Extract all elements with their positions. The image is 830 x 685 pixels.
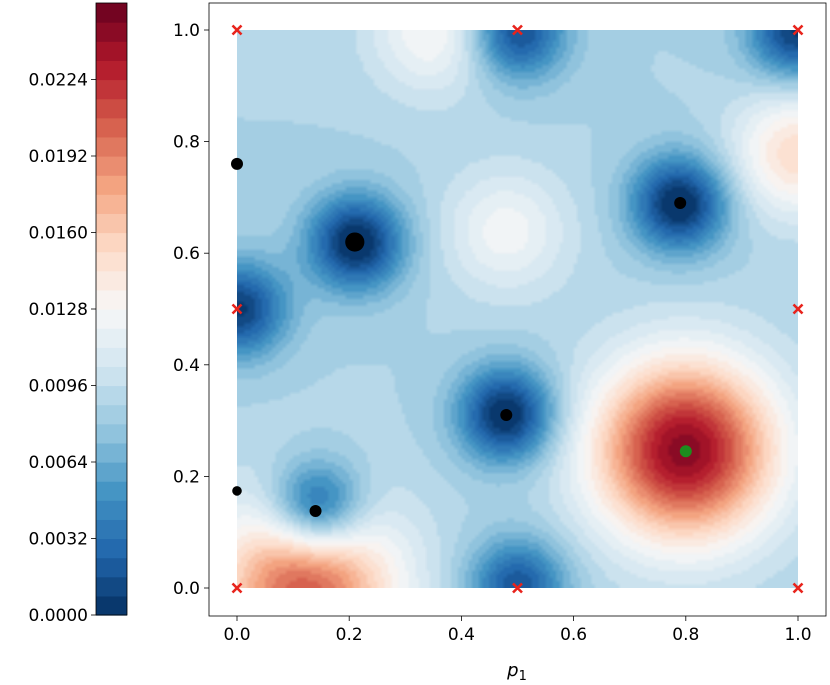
local-minimum-marker [231, 157, 243, 170]
x-tick-label: 0.0 [223, 625, 250, 645]
colorbar-tick-label: 0.0192 [29, 147, 88, 167]
x-tick-label: 0.4 [448, 625, 475, 645]
global-maximum-marker [679, 445, 692, 458]
colorbar-level [96, 194, 127, 214]
colorbar-level [96, 79, 127, 100]
colorbar-level [96, 576, 127, 597]
colorbar-tick-label: 0.0096 [29, 377, 88, 397]
sample-point-x-marker [231, 582, 243, 594]
colorbar-level [96, 41, 127, 61]
x-tick-label: 0.8 [672, 625, 699, 645]
colorbar-level [96, 22, 127, 42]
x-tick-label: 1.0 [784, 625, 811, 645]
colorbar-level [96, 3, 127, 23]
colorbar-level [96, 270, 127, 291]
contour-field [237, 30, 798, 588]
x-axis-label: p1 [506, 660, 527, 684]
colorbar-level [96, 232, 127, 253]
colorbar-level [96, 442, 127, 463]
colorbar-level [96, 366, 127, 387]
x-axis-ticks: 0.0 0.2 0.4 0.6 0.8 1.0 [223, 616, 812, 645]
colorbar-swatches [96, 3, 127, 616]
colorbar-ticks: 0.0000 0.0032 0.0064 0.0096 0.0128 0.0160 0.01… [29, 71, 96, 626]
y-tick-label: 0.6 [173, 244, 200, 264]
sample-point-x-marker [231, 303, 243, 315]
colorbar-level [96, 156, 127, 176]
colorbar-level [96, 423, 127, 444]
colorbar-level [96, 538, 127, 559]
local-minimum-marker [674, 196, 687, 209]
colorbar-level [96, 519, 127, 540]
colorbar-level [96, 136, 127, 157]
y-tick-label: 1.0 [173, 21, 200, 41]
y-tick-label: 0.2 [173, 467, 200, 487]
colorbar-tick-label: 0.0064 [29, 453, 88, 473]
x-tick-label: 0.6 [560, 625, 587, 645]
colorbar-level [96, 404, 127, 425]
sample-point-x-marker [792, 24, 804, 36]
sample-point-x-marker [792, 303, 804, 315]
x-tick-label: 0.2 [336, 625, 363, 645]
colorbar-level [96, 481, 127, 501]
markers [231, 24, 804, 594]
colorbar-level [96, 328, 127, 348]
colorbar-level [96, 60, 127, 81]
local-minimum-marker [232, 486, 242, 496]
colorbar-level [96, 117, 127, 138]
colorbar: 0.0000 0.0032 0.0064 0.0096 0.0128 0.0160 0.01… [29, 2, 128, 626]
colorbar-level [96, 595, 127, 616]
axes-frame [208, 2, 827, 617]
colorbar-level [96, 98, 127, 119]
colorbar-level [96, 385, 127, 406]
y-axis-ticks: 0.0 0.2 0.4 0.6 0.8 1.0 [173, 21, 209, 599]
y-tick-label: 0.8 [173, 133, 200, 153]
plot-area: 0.0 0.2 0.4 0.6 0.8 1.0 0.0 0.2 0.4 0.6 0.8 1.0 p1 [173, 2, 827, 684]
sample-point-x-marker [512, 582, 523, 594]
colorbar-tick-label: 0.0128 [29, 300, 88, 320]
colorbar-tick-label: 0.0160 [29, 224, 88, 244]
colorbar-tick-label: 0.0224 [29, 71, 88, 91]
colorbar-tick-label: 0.0000 [29, 606, 88, 626]
colorbar-level [96, 462, 127, 482]
colorbar-level [96, 309, 127, 329]
colorbar-level [96, 347, 127, 367]
colorbar-level [96, 213, 127, 234]
sample-point-x-marker [512, 24, 523, 36]
local-minimum-marker [345, 232, 365, 252]
colorbar-level [96, 289, 127, 310]
y-tick-label: 0.4 [173, 356, 200, 376]
colorbar-level [96, 175, 127, 195]
sample-point-x-marker [231, 24, 243, 36]
colorbar-level [96, 251, 127, 272]
sample-point-x-marker [792, 582, 804, 594]
local-minimum-marker [500, 409, 513, 422]
local-minimum-marker [309, 504, 322, 517]
colorbar-level [96, 557, 127, 578]
colorbar-tick-label: 0.0032 [29, 530, 88, 550]
y-tick-label: 0.0 [173, 579, 200, 599]
colorbar-level [96, 500, 127, 520]
